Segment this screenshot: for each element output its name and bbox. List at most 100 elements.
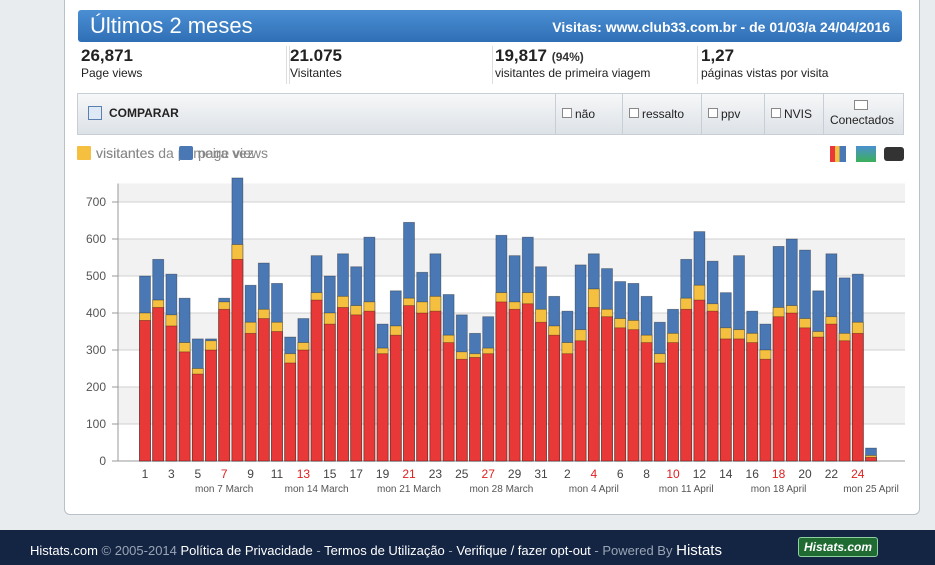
bar bbox=[693, 299, 706, 462]
legend-label: visitantes bbox=[96, 145, 155, 161]
bar bbox=[719, 338, 732, 462]
stat-value: 19,817 bbox=[495, 46, 547, 65]
legend-item[interactable]: visitantes bbox=[77, 145, 154, 161]
bar bbox=[231, 258, 244, 462]
copyright: © 2005-2014 bbox=[101, 543, 177, 558]
option[interactable]: não bbox=[555, 94, 622, 134]
bar bbox=[178, 351, 191, 462]
x-tick-label: 17 bbox=[350, 467, 364, 481]
logo[interactable]: Histats.com bbox=[798, 537, 878, 557]
bar bbox=[535, 321, 547, 462]
x-tick-label: 13 bbox=[297, 467, 311, 481]
divider bbox=[286, 46, 287, 84]
legend-item[interactable]: page views bbox=[179, 145, 268, 161]
bar bbox=[667, 342, 679, 462]
x-tick-label: 25 bbox=[455, 467, 469, 481]
grid-band bbox=[118, 202, 905, 239]
bar bbox=[469, 356, 481, 462]
bar bbox=[733, 338, 745, 462]
y-tick-label: 200 bbox=[86, 380, 106, 394]
legend-swatch bbox=[77, 146, 91, 160]
week-label: mon 11 April bbox=[659, 484, 714, 495]
option[interactable]: NVIS bbox=[764, 94, 827, 134]
link[interactable]: Verifique / fazer opt-out bbox=[456, 543, 591, 558]
option-label: ressalto bbox=[642, 107, 685, 121]
y-tick-label: 500 bbox=[86, 269, 106, 283]
powered: Powered By bbox=[602, 543, 673, 558]
bar bbox=[812, 336, 825, 462]
x-tick-label: 19 bbox=[376, 467, 390, 481]
compare-button[interactable]: COMPARAR bbox=[109, 106, 179, 120]
bar bbox=[851, 332, 864, 462]
option[interactable]: ppv bbox=[701, 94, 764, 134]
legend-label: page views bbox=[198, 145, 269, 161]
stat-value: 21.075 bbox=[290, 46, 342, 65]
connected-label: Conectados bbox=[829, 113, 895, 127]
bar bbox=[706, 310, 719, 462]
bar bbox=[772, 316, 785, 462]
x-tick-label: 3 bbox=[168, 467, 175, 481]
bar bbox=[152, 307, 165, 462]
bar bbox=[218, 308, 231, 462]
week-label: mon 18 April bbox=[751, 484, 807, 495]
x-tick-label: 21 bbox=[402, 467, 416, 481]
x-tick-label: 7 bbox=[221, 467, 228, 481]
bar bbox=[521, 303, 534, 462]
bar bbox=[284, 362, 297, 462]
x-tick-label: 31 bbox=[534, 467, 548, 481]
bar bbox=[574, 340, 587, 462]
bar bbox=[323, 323, 336, 462]
x-tick-label: 10 bbox=[666, 467, 680, 481]
bar bbox=[482, 353, 495, 462]
option-label: ppv bbox=[721, 107, 741, 121]
link[interactable]: Termos de Utilização bbox=[324, 543, 445, 558]
x-tick-label: 23 bbox=[429, 467, 443, 481]
bar bbox=[376, 353, 389, 462]
bar bbox=[310, 299, 323, 462]
stat-label: páginas vistas por visita bbox=[701, 66, 829, 80]
bar bbox=[191, 373, 204, 462]
x-tick-label: 15 bbox=[323, 467, 337, 481]
bar bbox=[640, 342, 653, 462]
footer: Histats.com © 2005-2014 Política de Priv… bbox=[0, 530, 935, 565]
bar bbox=[244, 332, 257, 462]
bar bbox=[680, 308, 693, 462]
bar bbox=[139, 319, 151, 462]
bar bbox=[627, 329, 640, 462]
bar bbox=[587, 307, 600, 462]
camera-icon[interactable] bbox=[884, 147, 904, 161]
bar bbox=[838, 340, 851, 462]
footer-text: Histats.com © 2005-2014 Política de Priv… bbox=[30, 542, 722, 559]
x-tick-label: 12 bbox=[693, 467, 707, 481]
x-tick-label: 1 bbox=[142, 467, 149, 481]
link[interactable]: Política de Privacidade bbox=[180, 543, 313, 558]
x-tick-label: 2 bbox=[564, 467, 571, 481]
bar bbox=[416, 312, 429, 462]
connected-button[interactable]: Conectados bbox=[823, 94, 898, 134]
y-tick-label: 700 bbox=[86, 195, 106, 209]
y-tick-label: 100 bbox=[86, 417, 106, 431]
area-icon[interactable] bbox=[856, 146, 876, 162]
chart-type-icon[interactable] bbox=[830, 146, 846, 162]
x-tick-label: 9 bbox=[247, 467, 254, 481]
stat-value: 26,871 bbox=[81, 46, 133, 65]
x-tick-label: 14 bbox=[719, 467, 733, 481]
y-tick-label: 600 bbox=[86, 232, 106, 246]
bar bbox=[363, 310, 376, 462]
powered-brand[interactable]: Histats bbox=[676, 542, 722, 559]
stat: 26,871 Page views bbox=[81, 46, 142, 84]
x-tick-label: 5 bbox=[194, 467, 201, 481]
bar bbox=[759, 358, 772, 462]
bar bbox=[271, 331, 283, 462]
option[interactable]: ressalto bbox=[622, 94, 701, 134]
brand[interactable]: Histats.com bbox=[30, 543, 98, 558]
y-tick-label: 300 bbox=[86, 343, 106, 357]
week-label: mon 4 April bbox=[569, 484, 619, 495]
stat-extra: (94%) bbox=[551, 50, 584, 64]
bar bbox=[442, 342, 455, 462]
stat: 21.075 Visitantes bbox=[289, 46, 342, 84]
option-label: não bbox=[575, 107, 596, 121]
legend-label: visitantes da primeira vez bbox=[96, 145, 254, 161]
